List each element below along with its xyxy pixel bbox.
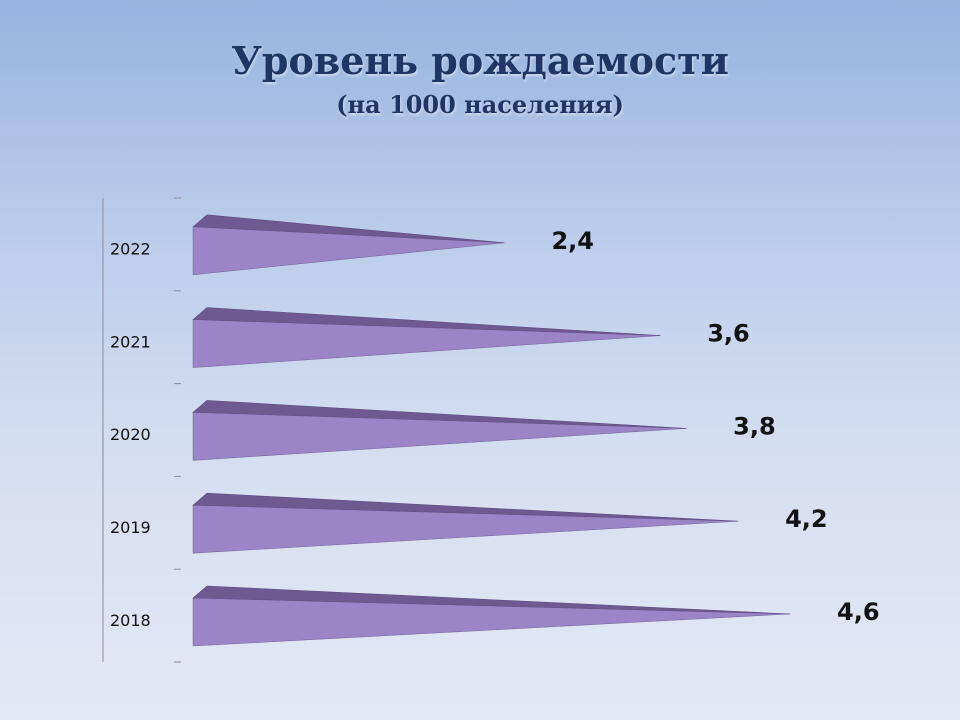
bar-2021 [192, 319, 661, 368]
chart-title: Уровень рождаемости [231, 38, 729, 83]
bar-2019 [192, 504, 739, 554]
value-label-2022: 2,4 [551, 227, 594, 255]
value-label-2021: 3,6 [707, 320, 750, 348]
category-label-2022: 2022 [110, 240, 151, 259]
bar-2018 [192, 597, 791, 647]
category-label-2020: 2020 [110, 425, 151, 444]
category-label-2019: 2019 [110, 518, 151, 537]
bar-2022 [192, 226, 505, 276]
value-label-2020: 3,8 [733, 412, 776, 440]
category-label-2018: 2018 [110, 611, 151, 630]
value-label-2019: 4,2 [785, 505, 828, 533]
value-label-2018: 4,6 [837, 598, 880, 626]
chart-subtitle: (на 1000 населения) [336, 90, 624, 119]
category-label-2021: 2021 [110, 332, 151, 351]
bar-2020 [192, 412, 687, 461]
